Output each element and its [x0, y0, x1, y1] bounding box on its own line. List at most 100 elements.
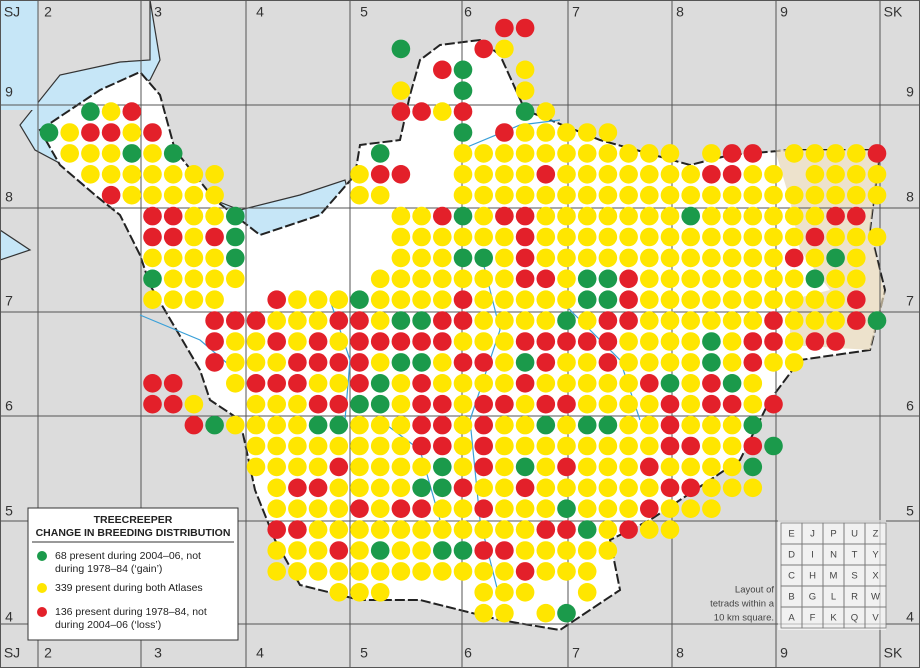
tetrad-dot [536, 269, 556, 289]
tetrad-dot [143, 165, 162, 184]
tetrad-dot [370, 269, 390, 289]
tetrad-dot [805, 332, 825, 351]
tetrad-dot [536, 436, 556, 456]
tetrad-dot [557, 165, 576, 184]
tetrad-dot [515, 332, 535, 351]
tetrad-dot [495, 541, 514, 560]
tetrad-letter: W [871, 592, 880, 603]
tetrad-dot [205, 185, 224, 205]
tetrad-dot [515, 499, 535, 518]
tetrad-dot [515, 206, 535, 226]
tetrad-dot [370, 436, 390, 456]
tetrad-dot [163, 206, 183, 226]
tetrad-dot [660, 332, 680, 351]
tetrad-dot [370, 457, 390, 477]
tetrad-letter: F [810, 613, 816, 624]
tetrad-dot [433, 478, 452, 498]
tetrad-dot [847, 144, 866, 163]
tetrad-dot [433, 457, 452, 477]
tetrad-dot [495, 165, 514, 184]
tetrad-dot [329, 541, 349, 560]
grid-label-top: 3 [154, 4, 162, 20]
tetrad-dot [702, 374, 721, 393]
tetrad-dot [329, 583, 349, 602]
tetrad-dot [453, 415, 473, 435]
tetrad-dot [847, 227, 866, 247]
tetrad-dot [453, 436, 473, 456]
tetrad-dot [205, 227, 224, 247]
tetrad-dot [308, 353, 328, 372]
grid-label-bottom: SJ [4, 645, 20, 661]
tetrad-dot [433, 60, 452, 80]
grid-label-bottom: 4 [256, 645, 264, 661]
tetrad-dot [722, 457, 742, 477]
tetrad-dot [536, 248, 556, 268]
tetrad-dot [557, 227, 576, 247]
tetrad-dot [495, 457, 514, 477]
legend-dot [37, 551, 47, 561]
tetrad-dot [619, 227, 638, 247]
grid-label-right: 4 [906, 609, 914, 625]
tetrad-dot [288, 562, 307, 581]
tetrad-dot [433, 436, 452, 456]
tetrad-dot [453, 478, 473, 498]
tetrad-dot [308, 415, 328, 435]
tetrad-dot [433, 248, 452, 268]
tetrad-dot [764, 290, 783, 310]
grid-label-top: 8 [676, 4, 684, 20]
tetrad-dot [805, 206, 825, 226]
tetrad-dot [598, 478, 618, 498]
tetrad-dot [847, 248, 866, 268]
tetrad-dot [598, 123, 618, 142]
tetrad-dot [412, 248, 431, 268]
tetrad-dot [474, 478, 494, 498]
tetrad-dot [847, 311, 866, 330]
tetrad-dot [681, 436, 700, 456]
tetrad-dot [784, 332, 804, 351]
tetrad-dot [163, 144, 183, 163]
tetrad-dot [722, 248, 742, 268]
tetrad-dot [515, 436, 535, 456]
tetrad-dot [453, 562, 473, 581]
tetrad-dot [122, 165, 142, 184]
tetrad-dot [474, 269, 494, 289]
tetrad-letter: G [809, 592, 816, 603]
tetrad-dot [163, 269, 183, 289]
tetrad-dot [453, 394, 473, 414]
tetrad-dot [350, 541, 369, 560]
tetrad-dot [412, 478, 431, 498]
tetrad-dot [474, 39, 494, 59]
tetrad-dot [784, 353, 804, 372]
tetrad-dot [433, 353, 452, 372]
grid-label-right: 7 [906, 293, 914, 309]
legend-box [27, 507, 239, 641]
tetrad-dot [205, 269, 224, 289]
tetrad-dot [495, 353, 514, 372]
tetrad-dot [826, 227, 845, 247]
tetrad-dot [536, 102, 556, 121]
tetrad-dot [433, 206, 452, 226]
tetrad-dot [205, 311, 224, 330]
tetrad-dot [474, 562, 494, 581]
tetrad-dot [764, 394, 783, 414]
tetrad-dot [267, 290, 287, 310]
tetrad-dot [515, 144, 535, 163]
grid-label-top: 7 [572, 4, 580, 20]
tetrad-dot [267, 415, 287, 435]
tetrad-dot [101, 123, 121, 142]
tetrad-dot [722, 353, 742, 372]
tetrad-dot [370, 353, 390, 372]
tetrad-dot [681, 165, 700, 184]
tetrad-dot [391, 290, 411, 310]
tetrad-dot [474, 520, 494, 539]
tetrad-dot [598, 144, 618, 163]
tetrad-dot [598, 415, 618, 435]
tetrad-dot [391, 499, 411, 518]
tetrad-dot [660, 457, 680, 477]
tetrad-dot [577, 353, 597, 372]
tetrad-dot [640, 248, 659, 268]
tetrad-dot [722, 374, 742, 393]
tetrad-dot [660, 374, 680, 393]
tetrad-dot [205, 248, 224, 268]
tetrad-dot [515, 18, 535, 38]
